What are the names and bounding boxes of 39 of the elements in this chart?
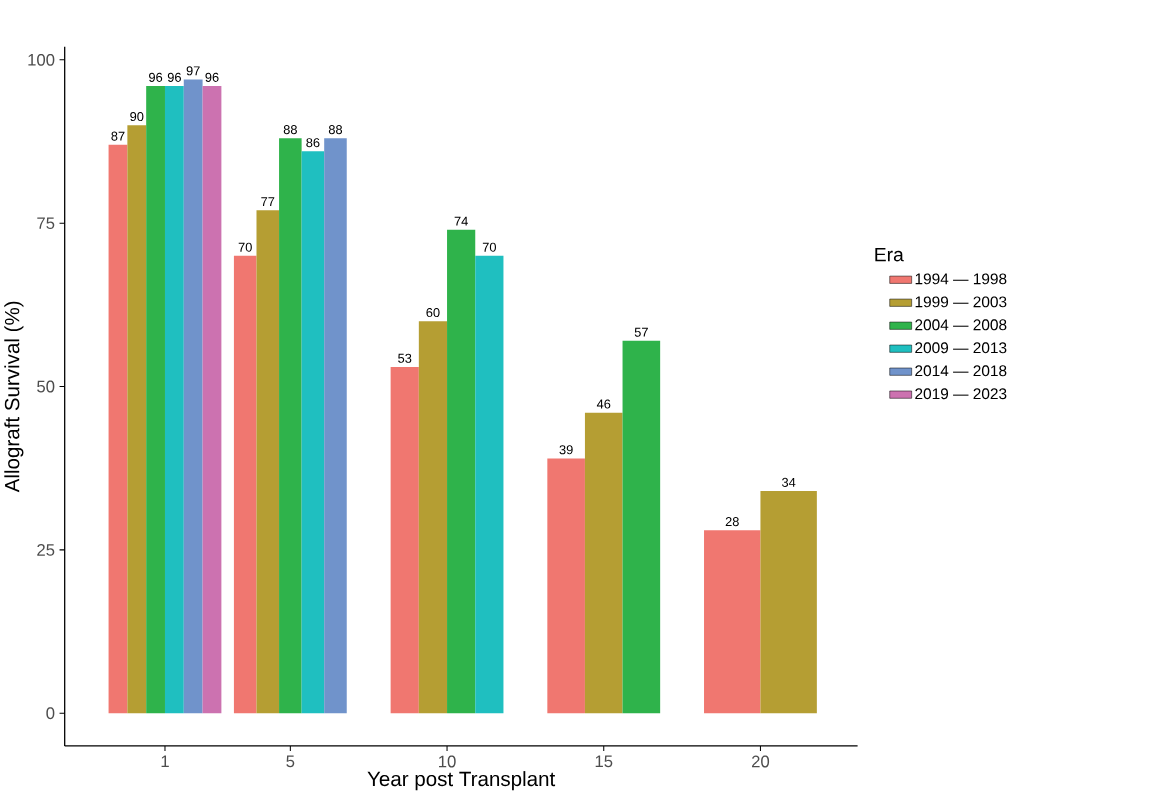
- x-tick-label: 20: [752, 755, 770, 768]
- data-label: 74: [454, 217, 468, 226]
- y-tick-label: 100: [28, 54, 55, 67]
- data-label: 90: [130, 112, 144, 122]
- data-label: 70: [238, 242, 252, 252]
- legend-label: 2014 — 2018: [915, 365, 1007, 377]
- data-label: 87: [111, 131, 125, 141]
- data-label: 28: [725, 517, 739, 527]
- x-tick-label: 15: [595, 755, 613, 768]
- x-tick-label: 10: [439, 755, 456, 768]
- y-tick-label: 50: [37, 380, 55, 393]
- data-label: 86: [306, 138, 320, 148]
- x-tick-label: 5: [286, 755, 295, 768]
- x-tick-label: 1: [161, 755, 169, 768]
- data-label: 77: [261, 197, 275, 207]
- data-label: 88: [328, 125, 343, 135]
- data-label: 88: [283, 125, 297, 135]
- y-tick-label: 25: [37, 544, 55, 557]
- data-label: 57: [634, 327, 648, 337]
- data-label: 70: [482, 242, 496, 252]
- legend-title: Era: [875, 248, 904, 262]
- data-label: 96: [149, 73, 163, 83]
- data-label: 96: [167, 73, 181, 83]
- x-axis-title: Year post Transplant: [367, 771, 556, 791]
- y-tick-label: 75: [37, 217, 55, 230]
- data-label: 39: [559, 445, 573, 455]
- y-tick-label: 0: [46, 707, 55, 720]
- data-label: 60: [426, 308, 440, 318]
- data-label: 53: [398, 353, 412, 364]
- legend-label: 2019 — 2023: [915, 388, 1007, 400]
- legend-label: 1994 — 1998: [915, 273, 1007, 285]
- data-label: 97: [186, 66, 200, 76]
- legend-label: 2009 — 2013: [915, 342, 1007, 354]
- data-label: 96: [205, 73, 219, 83]
- data-label: 34: [781, 478, 796, 488]
- legend-label: 2004 — 2008: [915, 319, 1007, 331]
- legend-label: 1999 — 2003: [915, 296, 1007, 308]
- y-axis-title: Allograft Survival (%): [4, 301, 24, 493]
- data-label: 46: [596, 399, 611, 409]
